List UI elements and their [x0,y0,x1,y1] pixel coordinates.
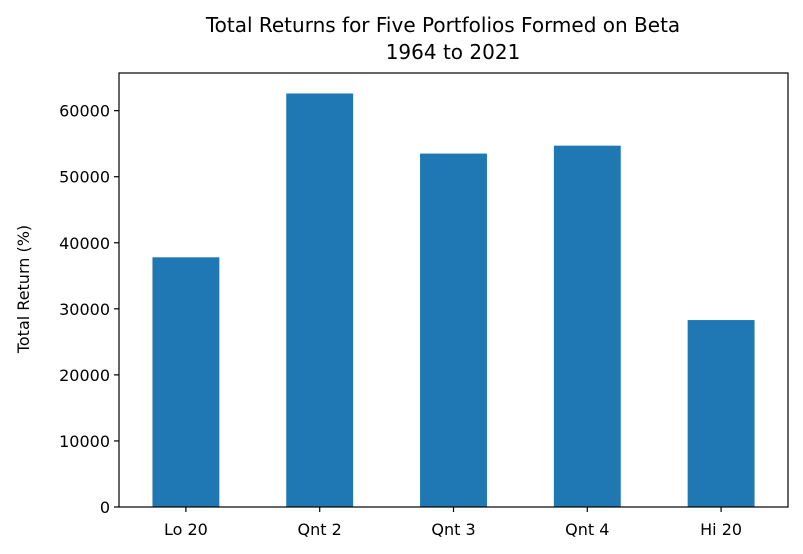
chart-subtitle: 1964 to 2021 [386,40,521,64]
y-tick-label: 40000 [59,234,110,253]
y-tick-label: 0 [100,498,110,517]
y-tick-label: 60000 [59,102,110,121]
x-tick-label: Qnt 4 [565,520,609,539]
chart-title: Total Returns for Five Portfolios Formed… [205,13,680,37]
bar-lo-20 [152,257,220,507]
x-tick-label: Qnt 3 [431,520,475,539]
bar-qnt-4 [553,145,621,507]
x-tick-label: Lo 20 [164,520,208,539]
x-tick-label: Qnt 2 [298,520,342,539]
y-tick-label: 20000 [59,366,110,385]
bar-hi-20 [687,320,755,507]
y-tick-label: 50000 [59,168,110,187]
y-tick-label: 10000 [59,432,110,451]
plot-area: 0 10000 20000 30000 40000 50000 60000 Lo 20 Qnt … [59,72,789,539]
bar-qnt-3 [420,153,487,507]
bar-qnt-2 [286,93,354,507]
y-axis-label: Total Return (%) [14,225,33,354]
x-tick-label: Hi 20 [700,520,742,539]
y-tick-label: 30000 [59,300,110,319]
